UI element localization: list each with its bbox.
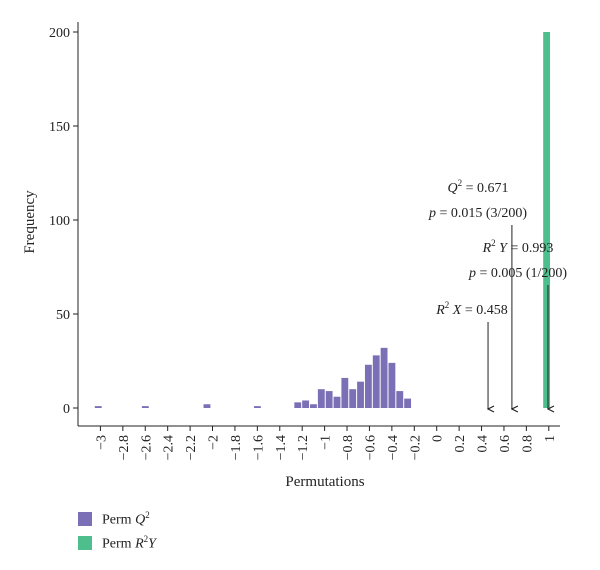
legend-swatch-perm-r2y: [78, 536, 92, 550]
legend-label-perm-q2: Perm Q2: [102, 509, 150, 528]
axes: 0 50 100 150 200 −3 −2.8 −2.6 −2.4 −2.2 −2 −1.8 −1.6…: [49, 22, 560, 460]
y-tick-label: 150: [49, 120, 70, 135]
bar-perm-q2-2: [203, 404, 211, 408]
y-tick-label: 0: [63, 402, 70, 417]
annotation-text-1-1: p = 0.005 (1/200): [468, 266, 567, 281]
bar-perm-q2-9: [333, 396, 341, 408]
x-tick-label: 0.8: [520, 435, 535, 453]
x-axis-label: Permutations: [285, 474, 364, 490]
x-tick-label: −3: [94, 435, 109, 450]
x-tick-label: −1.2: [296, 435, 311, 460]
x-tick-label: 0.4: [476, 435, 491, 453]
x-tick-label: −0.6: [363, 435, 378, 460]
x-tick-label: 1: [543, 435, 558, 442]
annotation-text-0-0: Q2 = 0.671: [447, 178, 508, 196]
annotation-text-2-0: R2 X = 0.458: [435, 300, 508, 318]
x-tick-label: −0.2: [408, 435, 423, 460]
x-tick-label: 0: [431, 435, 446, 442]
y-tick-label: 200: [49, 26, 70, 41]
legend-label-perm-r2y: Perm R2Y: [102, 533, 156, 552]
bar-perm-q2-11: [349, 389, 357, 408]
x-tick-label: −2: [207, 435, 222, 450]
y-axis-label: Frequency: [22, 190, 38, 254]
bar-perm-q2-5: [302, 400, 310, 408]
bar-perm-q2-15: [380, 347, 388, 408]
x-tick-label: −0.8: [341, 435, 356, 460]
y-tick-label: 100: [49, 214, 70, 229]
x-tick-label: −2.2: [184, 435, 199, 460]
bar-perm-q2-14: [372, 355, 380, 408]
legend-item-perm-r2y: Perm R2Y: [78, 532, 156, 554]
x-tick-label: −2.8: [117, 435, 132, 460]
x-tick-label: −0.4: [386, 435, 401, 460]
bar-perm-q2-17: [396, 391, 404, 408]
x-tick-label: −2.4: [162, 435, 177, 460]
bar-perm-q2-7: [317, 389, 325, 408]
x-tick-label: 0.6: [498, 435, 513, 453]
x-tick-label: −1: [319, 435, 334, 450]
bar-perm-q2-10: [341, 377, 349, 408]
y-tick-label: 50: [56, 308, 70, 323]
x-tick-label: −2.6: [139, 435, 154, 460]
bar-perm-q2-1: [141, 406, 149, 408]
annotations: Q2 = 0.671 p = 0.015 (3/200) R2 Y = 0.993 p…: [428, 178, 567, 409]
bar-perm-q2-0: [94, 406, 102, 408]
x-tick-label: −1.4: [274, 435, 289, 460]
bar-perm-q2-8: [325, 391, 333, 408]
bar-perm-q2-18: [404, 398, 412, 408]
annotation-text-1-0: R2 Y = 0.993: [482, 238, 554, 256]
x-tick-label: −1.6: [251, 435, 266, 460]
x-tick-label: 0.2: [453, 435, 468, 453]
legend-swatch-perm-q2: [78, 512, 92, 526]
bar-perm-q2-6: [310, 404, 317, 408]
legend-item-perm-q2: Perm Q2: [78, 508, 156, 530]
bar-perm-r2y-0: [543, 32, 551, 408]
legend: Perm Q2 Perm R2Y: [78, 508, 156, 556]
bar-perm-q2-3: [253, 406, 261, 408]
annotation-text-0-1: p = 0.015 (3/200): [428, 206, 527, 221]
x-tick-label: −1.8: [229, 435, 244, 460]
histogram-bars: [94, 32, 551, 408]
bar-perm-q2-16: [388, 362, 396, 408]
bar-perm-q2-4: [294, 402, 302, 408]
permutation-histogram: 0 50 100 150 200 −3 −2.8 −2.6 −2.4 −2.2 −2 −1.8 −1.6…: [22, 22, 567, 490]
bar-perm-q2-12: [357, 381, 364, 408]
bar-perm-q2-13: [364, 364, 372, 408]
